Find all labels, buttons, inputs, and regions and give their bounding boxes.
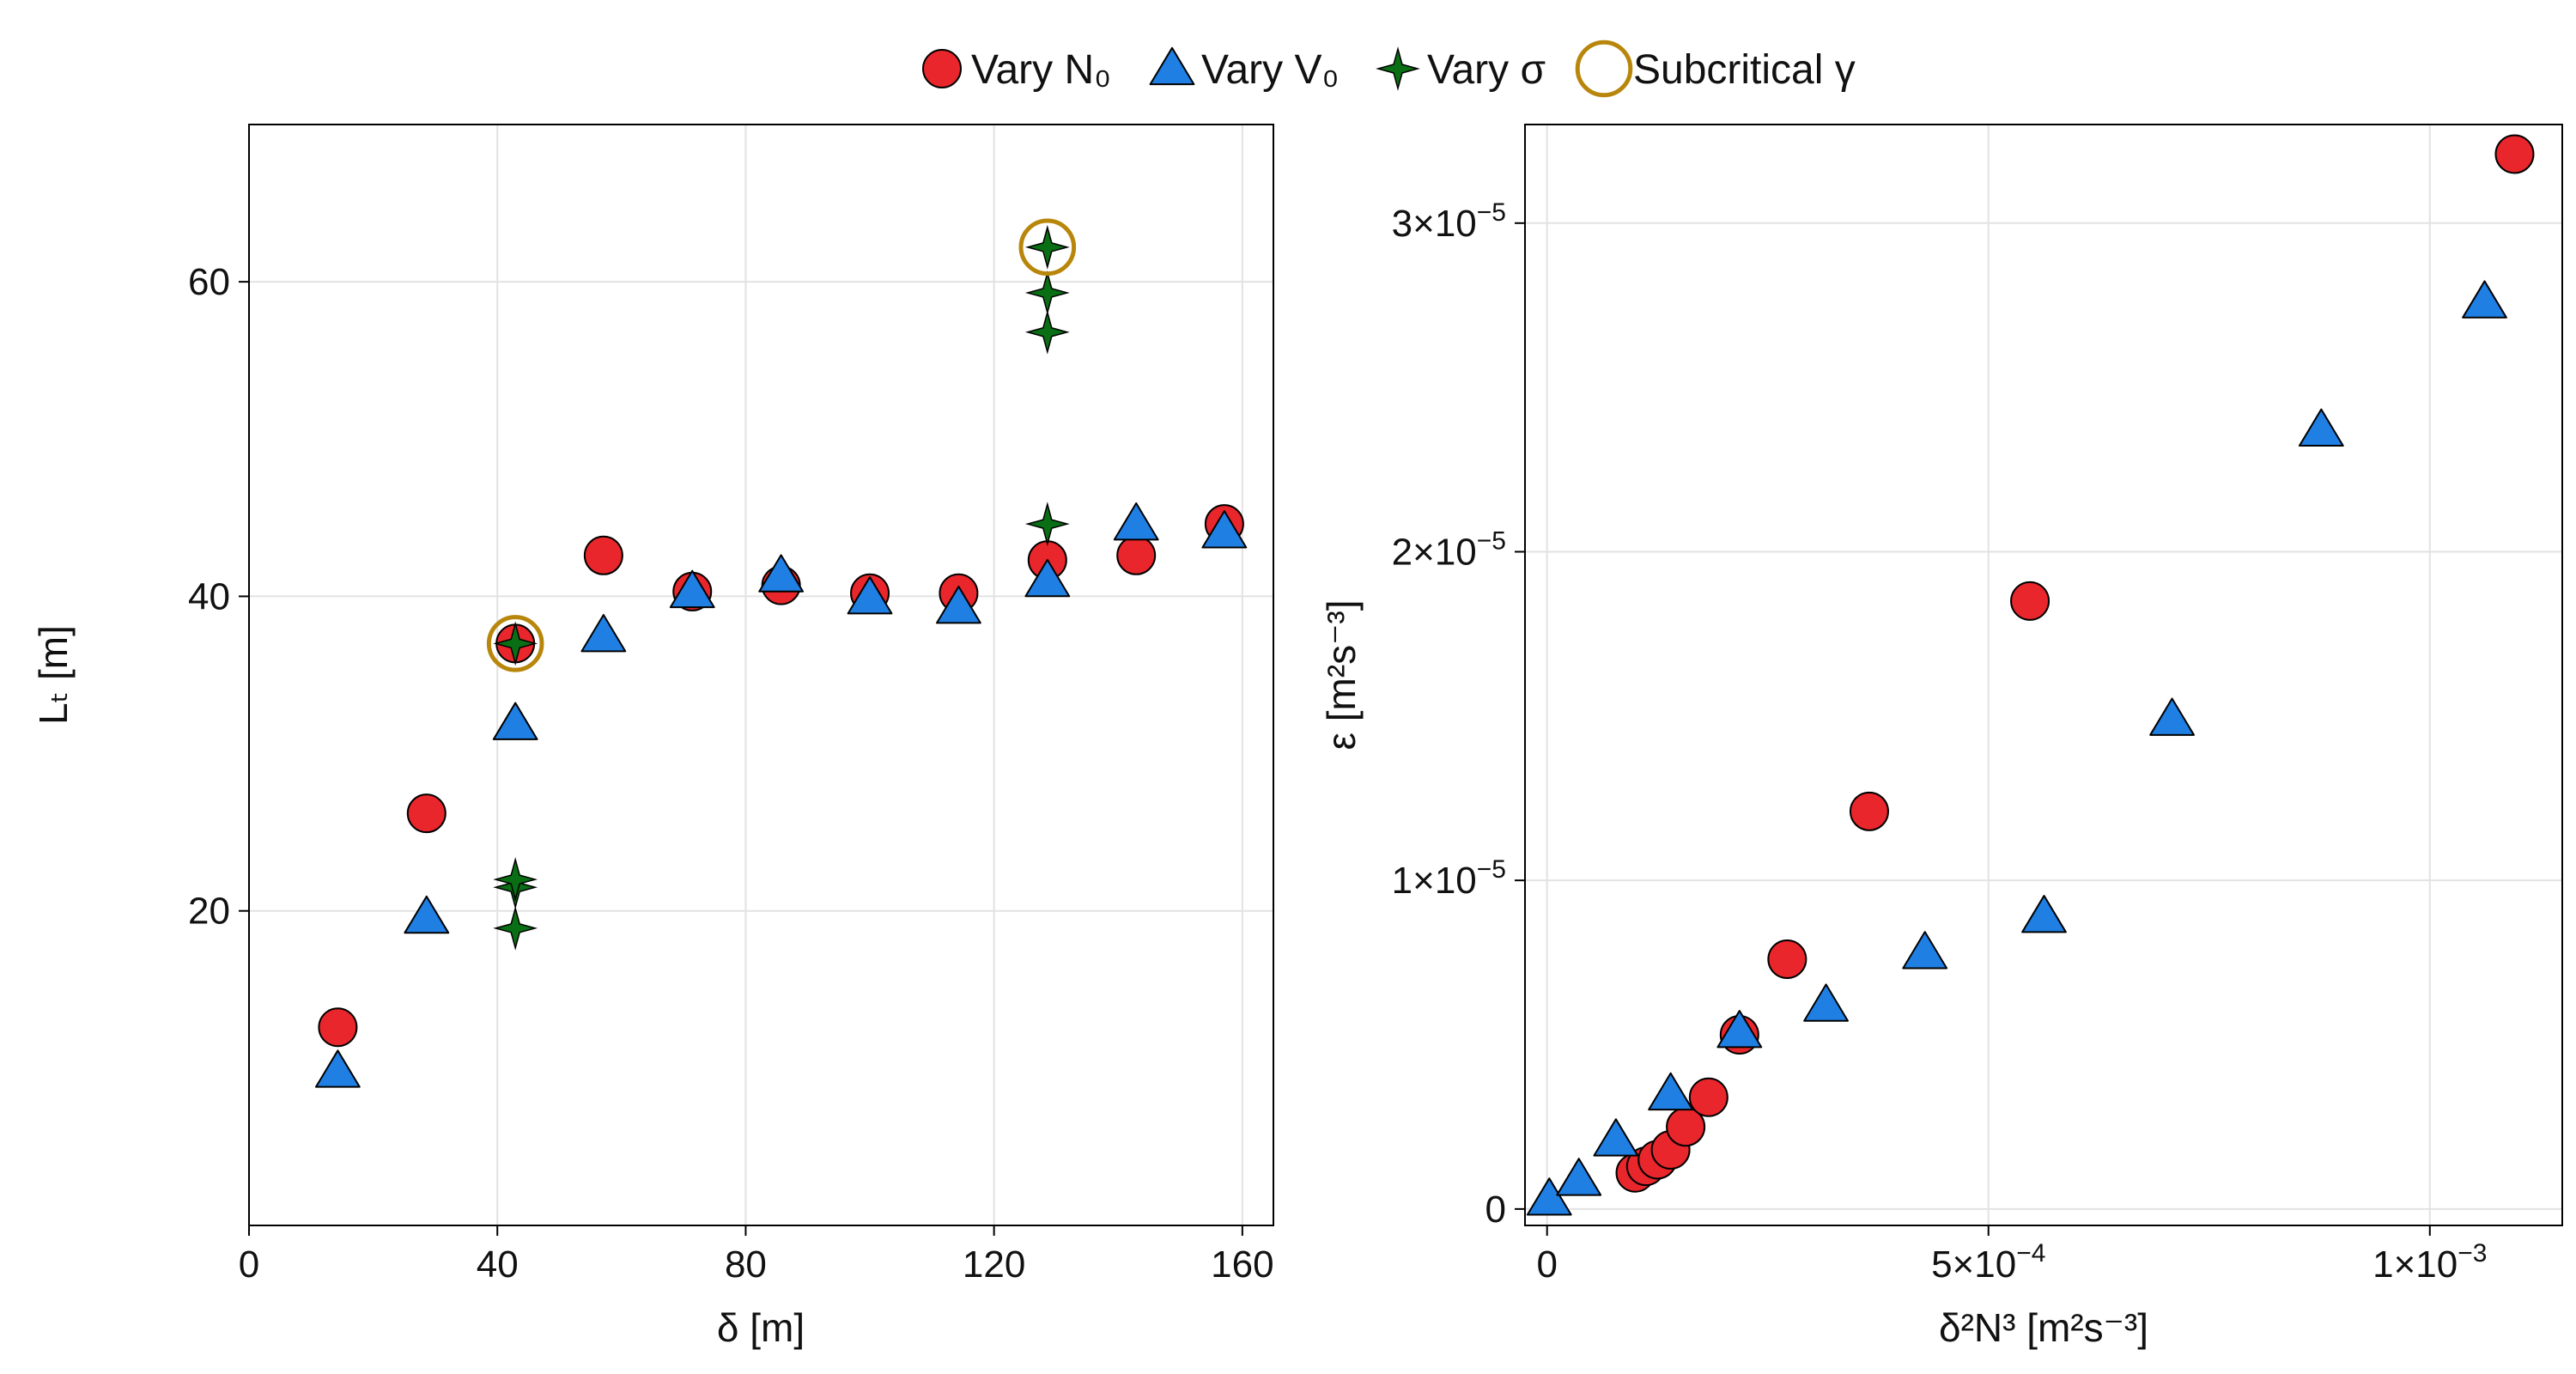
point-vary-v-4 (1716, 1010, 1763, 1049)
point-vary-v-6 (1902, 931, 1948, 970)
point-vary-5 (1024, 309, 1070, 355)
point-vary-v-3 (1648, 1072, 1694, 1111)
marks-left (314, 218, 1248, 1088)
x-tick-label: 80 (725, 1243, 767, 1286)
point-vary-n-7 (1767, 939, 1807, 980)
x-tick-label: 0 (239, 1243, 259, 1286)
x-tick-label: 160 (1211, 1243, 1273, 1286)
point-vary-v-0 (314, 1049, 361, 1088)
legend-label: Vary N₀ (971, 47, 1111, 93)
point-vary-v-9 (1113, 502, 1159, 541)
series-vary (493, 224, 1070, 951)
legend-label: Vary V₀ (1201, 47, 1339, 93)
point-vary-v-5 (1803, 983, 1849, 1022)
point-vary-v-0 (1526, 1177, 1572, 1216)
point-subcritical-0 (486, 615, 544, 672)
point-vary-n-1 (406, 793, 447, 834)
point-vary-7 (1024, 224, 1070, 270)
point-vary-v-1 (1556, 1158, 1602, 1196)
point-vary-v-8 (1024, 558, 1071, 598)
point-vary-v-4 (669, 569, 715, 609)
grid-left (248, 125, 1273, 1225)
legend-marker-vary (1376, 46, 1420, 91)
legend-marker-subcritical (1575, 40, 1633, 98)
legend-marker-vary-v (1149, 46, 1195, 86)
point-vary-4 (1024, 502, 1070, 547)
point-vary-v-2 (492, 702, 538, 740)
legend-item-vary-v: Vary V₀ (1149, 46, 1339, 93)
y-axis-label-right: ε [m²s⁻³] (1319, 599, 1364, 750)
marks-right (1526, 134, 2535, 1216)
series-vary-v (314, 502, 1248, 1088)
point-vary-v-10 (2462, 280, 2507, 319)
point-vary-v-2 (1593, 1118, 1639, 1157)
series-vary-v (1526, 280, 2507, 1216)
x-axis-label-right: δ²N³ [m²s⁻³] (1939, 1305, 2148, 1350)
x-tick-label: 120 (963, 1243, 1025, 1286)
ticks-left: 0 40 80 120 160 20 40 60 (188, 261, 1274, 1286)
point-vary-n-10 (2494, 134, 2535, 174)
plot-left-frame (248, 124, 1274, 1226)
point-vary-n-5 (1688, 1077, 1728, 1117)
grid-right (1525, 125, 2562, 1225)
legend: Vary N₀ Vary V₀ Vary σ Subcritical γ (922, 40, 1856, 98)
point-vary-v-6 (847, 576, 893, 615)
legend-label: Vary σ (1427, 47, 1546, 93)
x-tick-label: 5×10−4 (1931, 1239, 2045, 1286)
plot-right-frame (1524, 124, 2563, 1226)
point-vary-0 (493, 905, 538, 951)
series-vary-n (318, 504, 1244, 1048)
point-vary-n-9 (2010, 581, 2050, 621)
x-axis-label-left: δ [m] (717, 1305, 805, 1350)
point-vary-v-1 (404, 895, 450, 934)
point-vary-v-10 (1201, 510, 1248, 549)
point-vary-3 (493, 621, 538, 666)
point-vary-6 (1024, 271, 1070, 315)
point-subcritical-1 (1018, 218, 1077, 277)
y-tick-label: 0 (1485, 1189, 1506, 1231)
x-tick-label: 40 (477, 1243, 519, 1286)
point-vary-v-7 (2021, 895, 2067, 933)
x-tick-label: 0 (1536, 1243, 1557, 1286)
y-tick-label: 60 (188, 261, 230, 303)
legend-marker-vary-n (922, 49, 962, 88)
y-tick-label: 40 (188, 575, 230, 617)
series-vary-n (1615, 134, 2535, 1193)
y-tick-label: 1×10−5 (1392, 855, 1506, 902)
point-vary-2 (493, 857, 538, 903)
point-vary-v-3 (580, 614, 627, 653)
x-tick-label: 1×10−3 (2372, 1239, 2487, 1286)
point-vary-n-3 (583, 535, 623, 575)
series-subcritical (486, 218, 1077, 672)
legend-item-subcritical: Subcritical γ (1575, 40, 1856, 98)
legend-item-vary: Vary σ (1376, 46, 1546, 93)
plot-left-lt-vs-delta: 0 40 80 120 160 20 40 60 δ [m] Lₜ [m] (31, 124, 1274, 1350)
point-vary-v-7 (936, 586, 981, 624)
legend-label: Subcritical γ (1633, 47, 1856, 93)
y-axis-label-left: Lₜ [m] (31, 625, 76, 725)
y-tick-label: 2×10−5 (1392, 526, 1506, 573)
point-vary-n-8 (1849, 791, 1889, 831)
y-tick-label: 20 (188, 891, 230, 933)
point-vary-v-5 (758, 554, 805, 593)
point-vary-v-8 (2149, 697, 2195, 736)
legend-item-vary-n: Vary N₀ (922, 47, 1111, 93)
point-vary-v-9 (2298, 408, 2344, 447)
ticks-right: 0 5×10−4 1×10−3 0 1×10−5 2×10−5 3×10−5 (1392, 198, 2488, 1286)
point-vary-n-9 (1116, 535, 1157, 575)
y-tick-label: 3×10−5 (1392, 198, 1506, 245)
plot-right-epsilon-vs-d2n3: 0 5×10−4 1×10−3 0 1×10−5 2×10−5 3×10−5 δ²N³ [m… (1319, 124, 2563, 1350)
point-vary-n-0 (318, 1007, 358, 1048)
